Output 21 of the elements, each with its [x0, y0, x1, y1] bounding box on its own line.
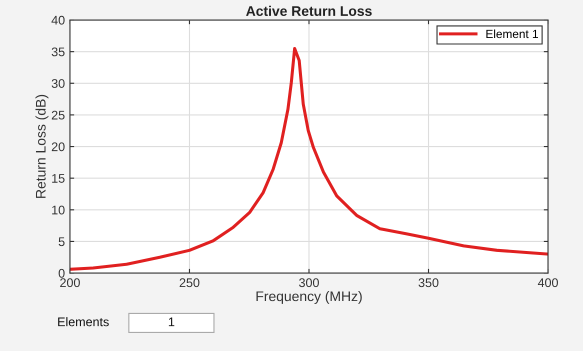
x-axis-title: Frequency (MHz) — [256, 290, 362, 304]
text: 1 — [168, 318, 174, 326]
y-tick-label: 15 — [52, 174, 65, 183]
x-tick-label: 300 — [299, 278, 319, 288]
text: Elements — [58, 317, 109, 326]
x-tick-label: 200 — [60, 278, 80, 288]
y-tick-label: 25 — [52, 110, 65, 120]
legend-label: Element 1 — [486, 29, 538, 38]
y-tick-label: 10 — [52, 206, 65, 214]
y-tick-label: 35 — [52, 47, 65, 56]
y-axis-title: Return Loss (dB) — [35, 94, 48, 198]
chart-title: Active Return Loss — [246, 6, 372, 16]
x-tick-label: 250 — [180, 278, 200, 288]
y-tick-label: 5 — [58, 237, 65, 246]
x-tick-label: 350 — [418, 278, 438, 288]
y-tick-label: 40 — [51, 16, 65, 25]
y-tick-label: 20 — [52, 142, 65, 152]
x-tick-label: 400 — [538, 278, 558, 288]
y-tick-label: 0 — [58, 268, 65, 278]
y-tick-label: 30 — [52, 79, 65, 88]
line-series — [70, 46, 548, 271]
